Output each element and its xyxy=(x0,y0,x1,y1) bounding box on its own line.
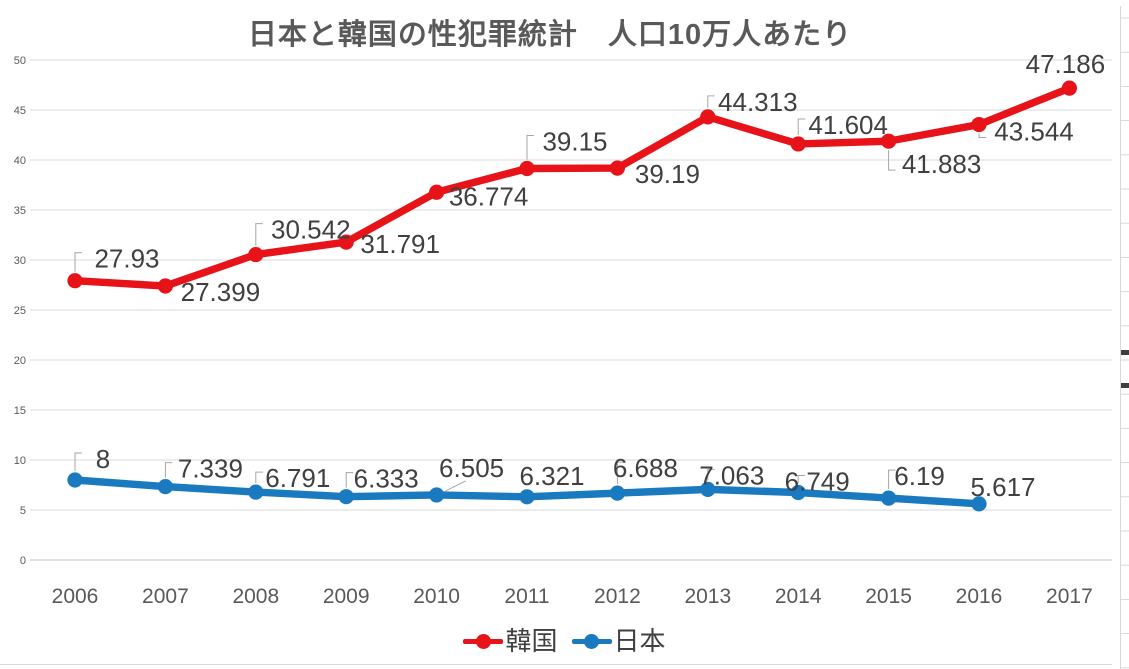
right-axis-dash xyxy=(1121,350,1129,355)
japan-point-marker xyxy=(881,490,897,506)
chart-bottom-border xyxy=(0,664,1112,665)
korea-point-marker xyxy=(881,133,897,149)
legend-item-japan: 日本 xyxy=(571,626,666,656)
y-axis-tick-label: 15 xyxy=(14,405,26,417)
legend-label-japan: 日本 xyxy=(613,626,666,656)
label-leader-line xyxy=(616,461,625,485)
x-axis-tick-label: 2013 xyxy=(684,585,731,608)
korea-line xyxy=(71,84,1074,290)
japan-data-label: 6.333 xyxy=(354,464,419,494)
y-axis-tick-label: 45 xyxy=(14,105,26,117)
japan-data-label: 6.321 xyxy=(519,461,584,491)
korea-data-label: 43.544 xyxy=(994,117,1074,147)
x-axis-tick-label: 2009 xyxy=(323,585,370,608)
korea-data-label: 30.542 xyxy=(271,215,351,245)
korea-data-label: 36.774 xyxy=(449,181,529,211)
y-axis-tick-label: 50 xyxy=(14,55,26,67)
label-leader-line xyxy=(707,468,715,481)
japan-point-marker xyxy=(519,489,535,505)
korea-point-marker xyxy=(248,246,264,263)
korea-data-label: 41.883 xyxy=(902,149,982,179)
japan-data-label: 6.749 xyxy=(785,467,850,497)
y-axis-tick-label: 20 xyxy=(14,355,26,367)
korea-data-label: 41.604 xyxy=(808,110,888,140)
x-axis-tick-label: 2016 xyxy=(956,585,1003,608)
japan-point-marker xyxy=(429,487,445,503)
korea-data-label: 27.399 xyxy=(181,277,261,307)
korea-data-label: 27.93 xyxy=(94,244,159,274)
y-axis-tick-label: 5 xyxy=(20,505,26,517)
label-leader-line xyxy=(797,118,806,135)
label-leader-line xyxy=(526,135,534,160)
japan-point-marker xyxy=(338,489,354,505)
korea-point-marker xyxy=(338,234,354,250)
y-axis-tick-label: 35 xyxy=(14,205,26,217)
korea-data-label: 39.15 xyxy=(542,127,607,157)
japan-point-marker xyxy=(790,484,806,501)
label-leader-line xyxy=(255,223,263,246)
japan-data-label: 7.339 xyxy=(178,454,243,484)
legend-label-korea: 韓国 xyxy=(505,626,558,656)
japan-data-label: 6.688 xyxy=(613,453,678,483)
legend: 韓国 日本 xyxy=(0,623,1129,659)
korea-point-marker xyxy=(429,184,445,200)
label-leader-line xyxy=(888,469,896,490)
japan-data-label: 8 xyxy=(96,444,110,474)
x-axis-tick-label: 2012 xyxy=(594,585,641,608)
japan-point-marker xyxy=(700,481,716,497)
korea-data-label: 31.791 xyxy=(360,229,440,259)
y-axis-tick-label: 0 xyxy=(20,555,26,567)
y-axis-tick-label: 30 xyxy=(14,255,26,267)
korea-point-marker xyxy=(609,160,626,176)
x-axis-tick-label: 2007 xyxy=(142,585,189,608)
y-axis-tick-label: 25 xyxy=(14,305,26,317)
x-axis-tick-label: 2008 xyxy=(232,585,279,608)
label-leader-line xyxy=(445,480,466,492)
japan-data-label: 5.617 xyxy=(970,472,1035,502)
x-axis-tick-label: 2006 xyxy=(52,585,99,608)
korea-point-marker xyxy=(1061,80,1077,96)
korea-point-marker xyxy=(67,273,83,289)
label-leader-line xyxy=(74,452,82,471)
korea-data-label: 44.313 xyxy=(718,87,798,117)
y-axis-tick-label: 10 xyxy=(14,455,26,467)
label-leader-line xyxy=(888,150,896,171)
label-leader-line xyxy=(345,472,354,488)
japan-point-marker xyxy=(157,479,173,495)
chart-title: 日本と韓国の性犯罪統計 人口10万人あたり xyxy=(247,19,853,51)
x-axis-tick-label: 2010 xyxy=(413,585,460,608)
japan-point-marker xyxy=(609,485,626,501)
right-axis-dash xyxy=(1121,383,1129,388)
japan-data-label: 6.791 xyxy=(265,463,330,493)
korea-point-marker xyxy=(790,136,806,152)
japan-point-marker xyxy=(67,472,83,488)
legend-item-korea: 韓国 xyxy=(463,626,558,656)
y-axis-tick-label: 40 xyxy=(14,155,26,167)
japan-point-marker xyxy=(248,484,264,500)
korea-data-label: 47.186 xyxy=(1026,49,1106,79)
label-leader-line xyxy=(797,475,806,484)
x-axis-tick-label: 2015 xyxy=(865,585,912,608)
label-leader-line xyxy=(164,462,173,478)
korea-point-marker xyxy=(519,160,535,177)
korea-point-marker xyxy=(971,116,987,133)
korea-data-label: 39.19 xyxy=(635,159,700,189)
japan-point-marker xyxy=(971,496,987,512)
japan-line-marker-icon xyxy=(571,633,612,649)
x-axis-tick-label: 2011 xyxy=(504,585,549,608)
label-leader-line xyxy=(707,95,715,108)
label-leader-line xyxy=(255,471,263,484)
label-leader-line xyxy=(978,133,986,139)
korea-point-marker xyxy=(700,109,716,125)
japan-data-label: 7.063 xyxy=(699,460,764,490)
x-axis-tick-label: 2017 xyxy=(1046,585,1093,608)
japan-data-label: 6.19 xyxy=(894,461,945,491)
japan-data-label: 6.505 xyxy=(439,453,504,483)
korea-line-marker-icon xyxy=(463,633,504,649)
korea-point-marker xyxy=(157,278,173,294)
label-leader-line xyxy=(74,252,82,272)
x-axis-tick-label: 2014 xyxy=(775,585,822,608)
